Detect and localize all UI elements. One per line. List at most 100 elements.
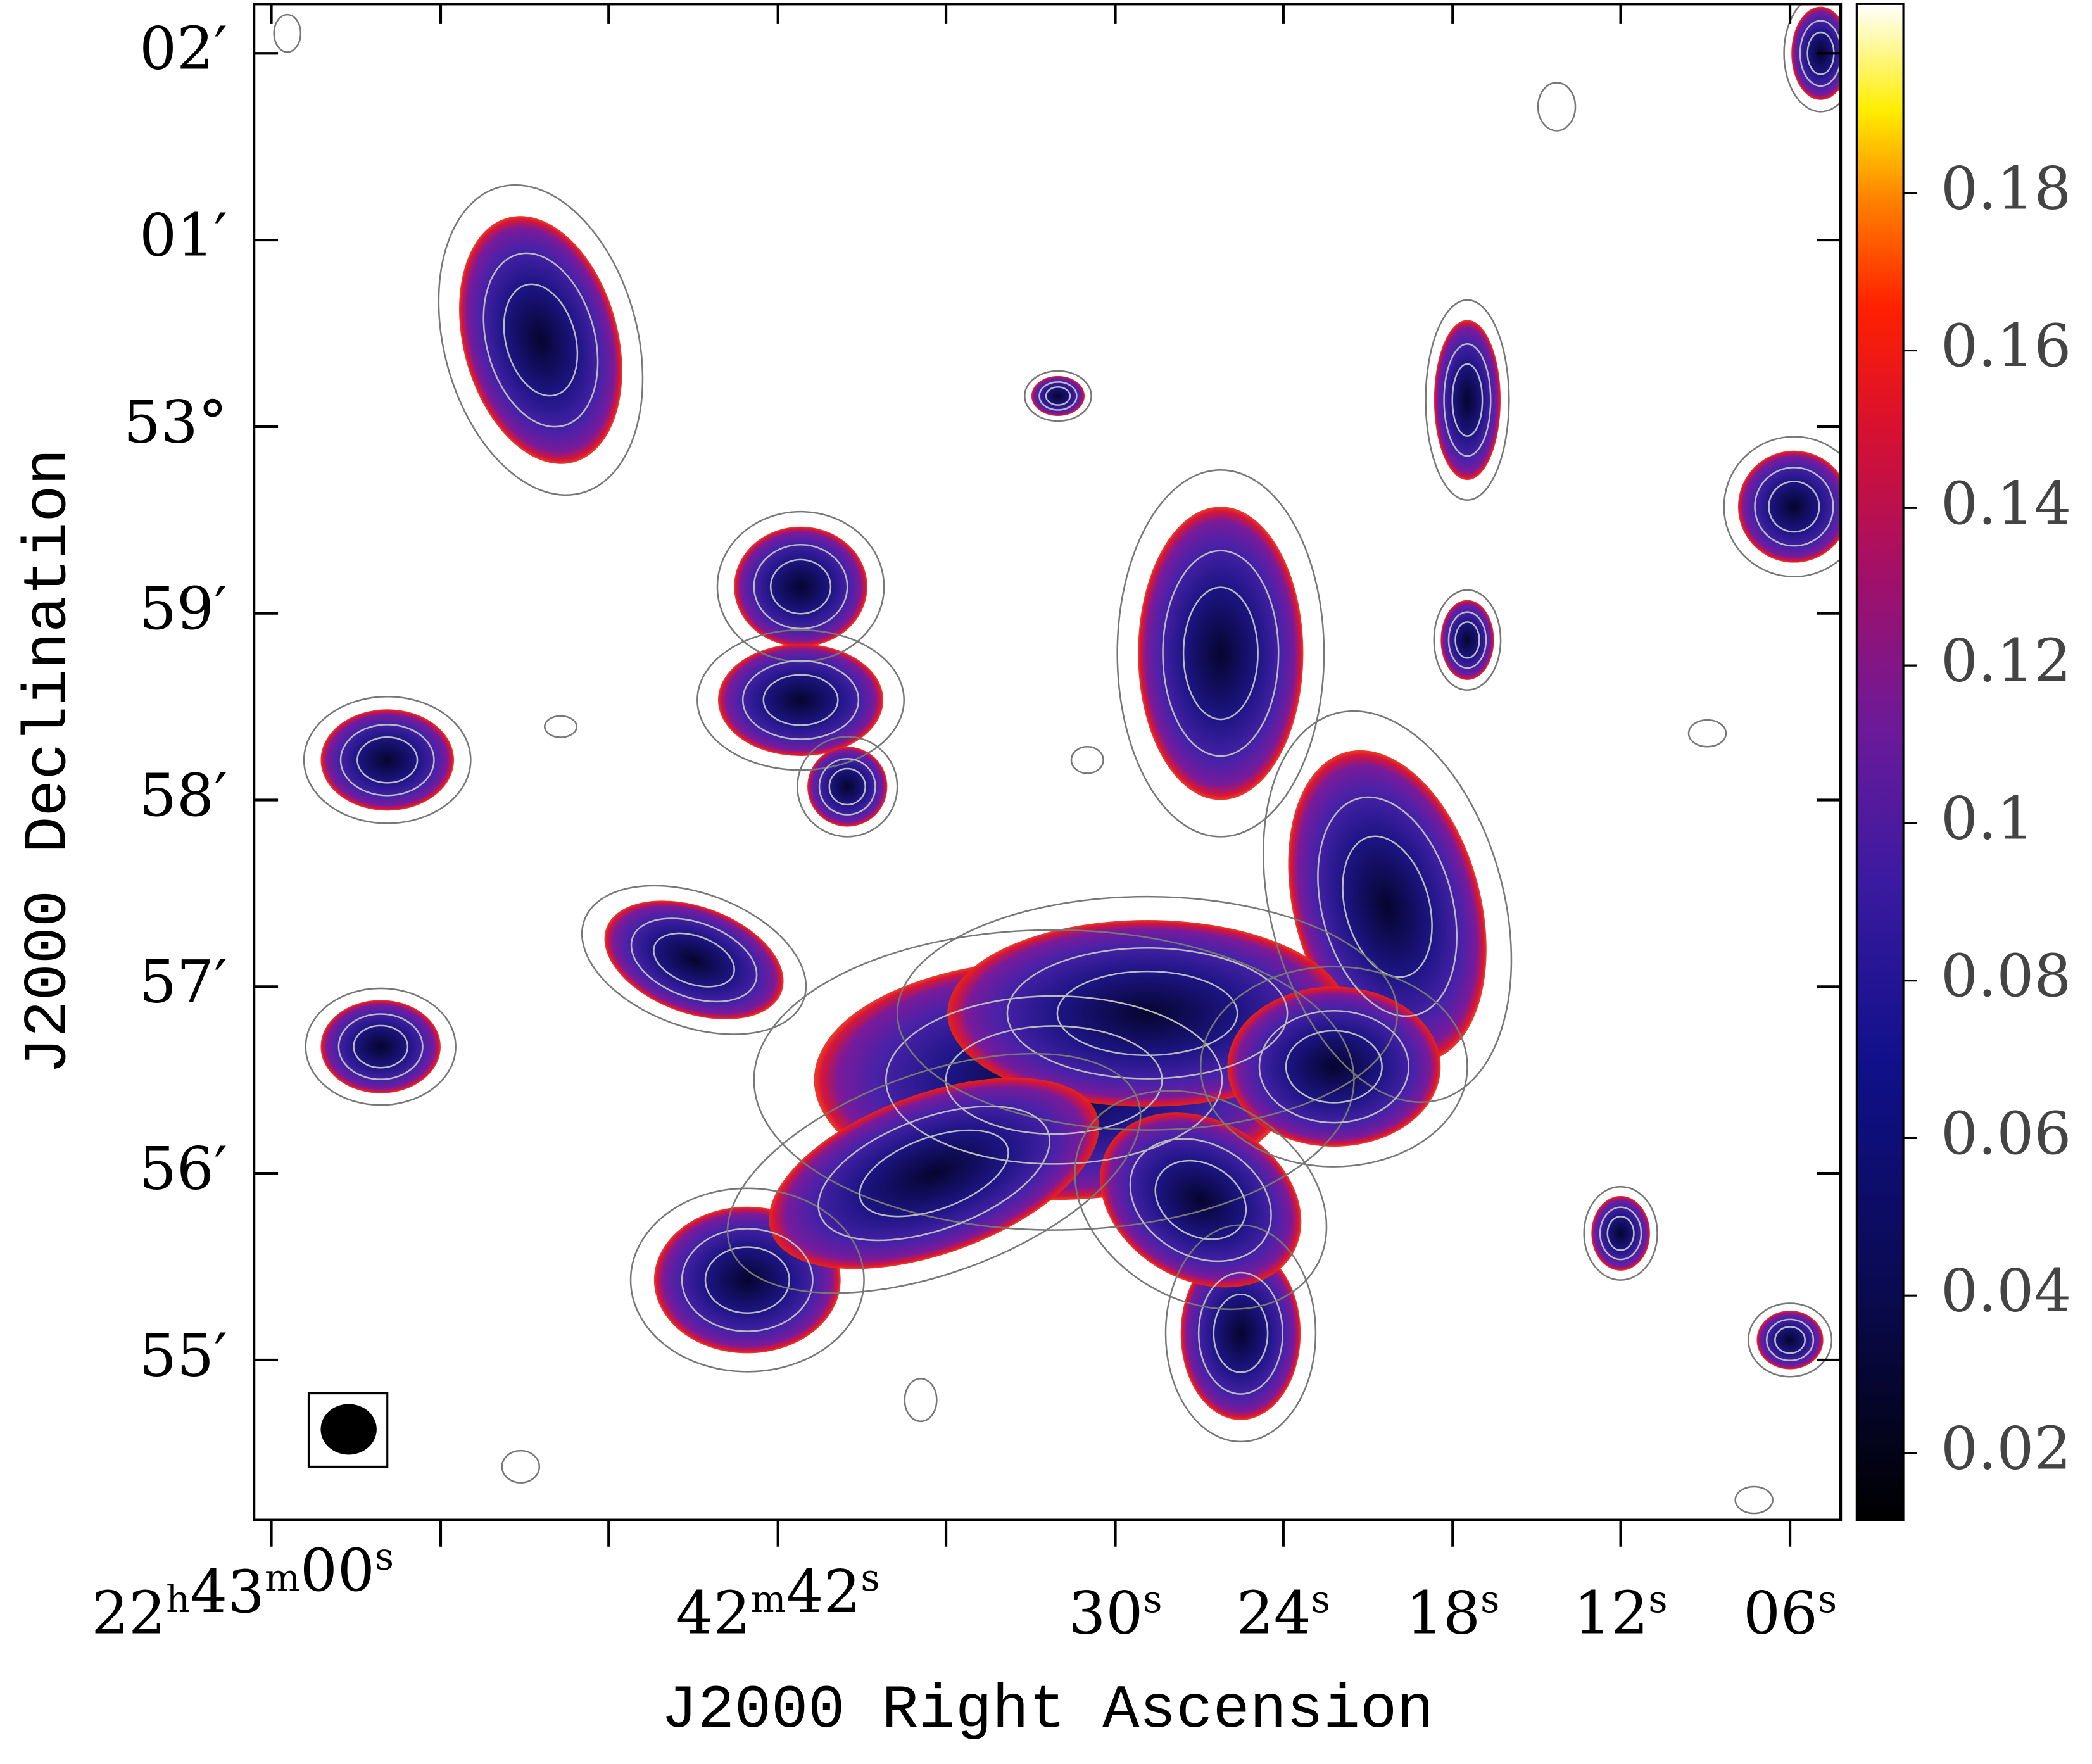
contour (1606, 1216, 1635, 1251)
contour (1687, 719, 1727, 748)
contour (797, 736, 898, 838)
contour (1765, 1318, 1815, 1362)
colorbar-tick-label: 0.02 (1941, 1414, 2071, 1482)
emission-blob (769, 1077, 1099, 1269)
x-tick-label: 30s (1068, 1577, 1162, 1647)
contour (482, 252, 599, 428)
plot-frame (253, 3, 1843, 1521)
contour (1045, 386, 1071, 406)
contour (1317, 796, 1458, 1017)
y-tick-label: 55′ (139, 1321, 227, 1389)
contour (1583, 1185, 1658, 1281)
contour (543, 715, 578, 738)
colorbar-tick-label: 0.06 (1941, 1099, 2071, 1168)
contour (353, 1024, 409, 1069)
contour (1799, 20, 1841, 87)
emission-map (273, 4, 1841, 1515)
contour (896, 895, 1399, 1131)
contour (1116, 469, 1325, 838)
y-tick-label: 56′ (139, 1135, 227, 1203)
contour (1451, 363, 1484, 437)
contour (1447, 611, 1487, 669)
contour (1342, 835, 1433, 978)
contour (1154, 1159, 1247, 1240)
contour (1129, 1138, 1272, 1263)
contour (629, 1187, 865, 1373)
emission-blob (1791, 6, 1841, 100)
y-tick-label: 57′ (139, 948, 227, 1016)
contour (741, 660, 860, 740)
y-tick-label: 01′ (139, 201, 227, 269)
contour (753, 543, 848, 630)
x-tick-label: 24s (1237, 1577, 1330, 1647)
contour (303, 696, 472, 824)
contour (1258, 1009, 1410, 1124)
contour (945, 1025, 1163, 1135)
contour (753, 929, 1355, 1231)
x-axis-title: J2000 Right Ascension (661, 1676, 1434, 1746)
contour (1182, 586, 1259, 721)
colorbar (1855, 3, 1905, 1521)
contour (1024, 370, 1092, 422)
contour (1433, 589, 1502, 691)
contour (1537, 82, 1577, 132)
contour (339, 724, 435, 797)
contour (1213, 1293, 1269, 1373)
y-tick-label: 53° (123, 387, 227, 456)
colorbar-tick-label: 0.14 (1941, 469, 2071, 538)
emission-blob (459, 216, 622, 464)
contour (630, 917, 758, 1003)
contour (769, 558, 832, 615)
contour (704, 1246, 790, 1314)
contour (305, 987, 457, 1106)
contour (1038, 381, 1078, 411)
contour (817, 1106, 1050, 1242)
emission-blob (604, 900, 784, 1020)
colorbar-tick-label: 0.18 (1941, 154, 2071, 222)
contour (1723, 436, 1841, 577)
contour (653, 932, 735, 988)
contour (1056, 970, 1238, 1057)
contour (1783, 4, 1841, 113)
contour (581, 885, 807, 1035)
contour (1200, 966, 1468, 1168)
y-axis-title: J2000 Declination (14, 448, 84, 1074)
contour (501, 1449, 541, 1484)
contour (1262, 710, 1513, 1104)
x-tick-label: 06s (1743, 1577, 1837, 1647)
contour (1162, 550, 1280, 757)
contour (1754, 467, 1834, 547)
contour (859, 1129, 1009, 1218)
contour (1454, 621, 1480, 659)
contour (1197, 1271, 1284, 1395)
contour (1734, 1485, 1774, 1515)
contour (681, 1228, 814, 1332)
x-tick-label: 42m42s (676, 1556, 880, 1647)
contour (1425, 299, 1510, 501)
y-tick-label: 02′ (139, 15, 227, 83)
contour (1599, 1206, 1642, 1261)
contour (716, 510, 885, 663)
contour (726, 1052, 1142, 1294)
emission-blob (1100, 1112, 1302, 1288)
y-tick-label: 59′ (139, 574, 227, 643)
colorbar-tick-label: 0.04 (1941, 1257, 2071, 1325)
contour (1443, 343, 1492, 457)
contour (818, 757, 876, 816)
beam (320, 1404, 377, 1455)
contour (1164, 1224, 1317, 1443)
contour (885, 995, 1223, 1165)
colorbar-tick-label: 0.1 (1941, 784, 2034, 852)
contour (1774, 1326, 1806, 1354)
contour (1747, 1302, 1833, 1378)
y-tick-label: 58′ (139, 761, 227, 829)
contour (904, 1378, 938, 1423)
contour (1768, 481, 1820, 533)
contour (503, 283, 579, 397)
contour (438, 184, 644, 496)
contour (1070, 745, 1104, 774)
contour (356, 736, 419, 784)
contour (762, 674, 839, 726)
